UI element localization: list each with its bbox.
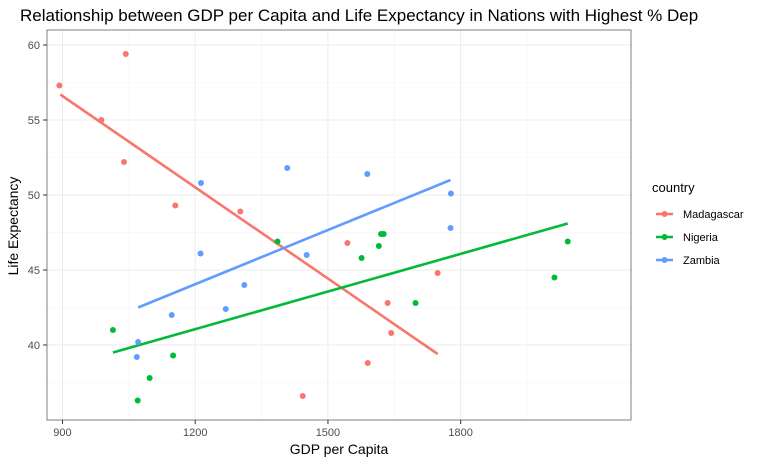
data-point-nigeria bbox=[358, 255, 365, 261]
data-point-nigeria bbox=[134, 397, 141, 404]
trend-line-madagascar bbox=[59, 93, 439, 356]
data-point-nigeria bbox=[375, 243, 382, 249]
x-axis-ticks: 900 1200 1500 1800 bbox=[53, 420, 473, 439]
data-point-zambia bbox=[168, 312, 175, 318]
data-point-madagascar bbox=[384, 300, 391, 306]
gridlines bbox=[47, 30, 631, 420]
data-point-zambia bbox=[303, 252, 310, 258]
data-point-madagascar bbox=[98, 117, 105, 123]
data-point-zambia bbox=[135, 339, 142, 345]
data-point-madagascar bbox=[434, 270, 441, 276]
trend-lines bbox=[59, 93, 569, 356]
data-point-madagascar bbox=[364, 360, 371, 366]
trend-line-zambia bbox=[137, 178, 451, 309]
y-tick-label: 60 bbox=[28, 40, 40, 52]
data-point-nigeria bbox=[274, 238, 281, 245]
y-tick-label: 50 bbox=[28, 190, 40, 202]
legend-label: Nigeria bbox=[683, 232, 719, 244]
y-tick-label: 40 bbox=[28, 340, 40, 352]
chart-title: Relationship between GDP per Capita and … bbox=[20, 6, 698, 25]
data-point-zambia bbox=[364, 171, 371, 177]
data-point-madagascar bbox=[388, 330, 395, 336]
legend-item-madagascar: Madagascar bbox=[656, 209, 744, 221]
x-tick-label: 1200 bbox=[183, 427, 207, 439]
legend-label: Zambia bbox=[683, 255, 721, 267]
data-point-zambia bbox=[447, 225, 454, 231]
data-point-madagascar bbox=[122, 51, 129, 57]
legend: country Madagascar Nigeria Zambia bbox=[652, 180, 744, 267]
data-point-madagascar bbox=[299, 393, 306, 399]
data-points bbox=[56, 51, 571, 404]
data-point-zambia bbox=[447, 190, 454, 197]
data-point-madagascar bbox=[56, 82, 63, 89]
data-point-nigeria bbox=[551, 274, 558, 281]
data-point-nigeria bbox=[380, 231, 387, 237]
legend-items: Madagascar Nigeria Zambia bbox=[656, 209, 744, 267]
data-point-madagascar bbox=[172, 202, 179, 209]
legend-key-point bbox=[661, 211, 668, 217]
data-point-zambia bbox=[241, 282, 248, 288]
data-point-madagascar bbox=[237, 208, 244, 215]
y-axis-ticks: 40 45 50 55 60 bbox=[28, 40, 47, 352]
plot-panel bbox=[46, 29, 632, 421]
data-point-nigeria bbox=[146, 375, 153, 381]
data-point-nigeria bbox=[109, 327, 116, 333]
data-point-nigeria bbox=[170, 352, 177, 359]
x-tick-label: 1800 bbox=[448, 427, 472, 439]
y-tick-label: 45 bbox=[28, 265, 40, 277]
x-tick-label: 1500 bbox=[316, 427, 340, 439]
data-point-madagascar bbox=[344, 240, 351, 246]
trend-line-nigeria bbox=[112, 222, 569, 354]
panel-border bbox=[46, 29, 632, 421]
y-tick-label: 55 bbox=[28, 115, 40, 127]
legend-key-point bbox=[661, 257, 668, 263]
data-point-zambia bbox=[197, 180, 204, 186]
data-point-zambia bbox=[197, 250, 204, 257]
data-point-nigeria bbox=[564, 238, 571, 245]
data-point-nigeria bbox=[412, 300, 419, 306]
data-point-madagascar bbox=[120, 159, 127, 165]
legend-key-point bbox=[661, 234, 668, 240]
x-tick-label: 900 bbox=[53, 427, 71, 439]
legend-item-zambia: Zambia bbox=[656, 255, 721, 267]
legend-title: country bbox=[652, 180, 695, 195]
y-axis-title: Life Expectancy bbox=[5, 177, 21, 276]
data-point-zambia bbox=[222, 306, 229, 312]
data-point-zambia bbox=[284, 165, 291, 171]
data-point-zambia bbox=[133, 354, 140, 360]
legend-label: Madagascar bbox=[683, 209, 744, 221]
legend-item-nigeria: Nigeria bbox=[656, 232, 719, 244]
x-axis-title: GDP per Capita bbox=[290, 441, 389, 457]
